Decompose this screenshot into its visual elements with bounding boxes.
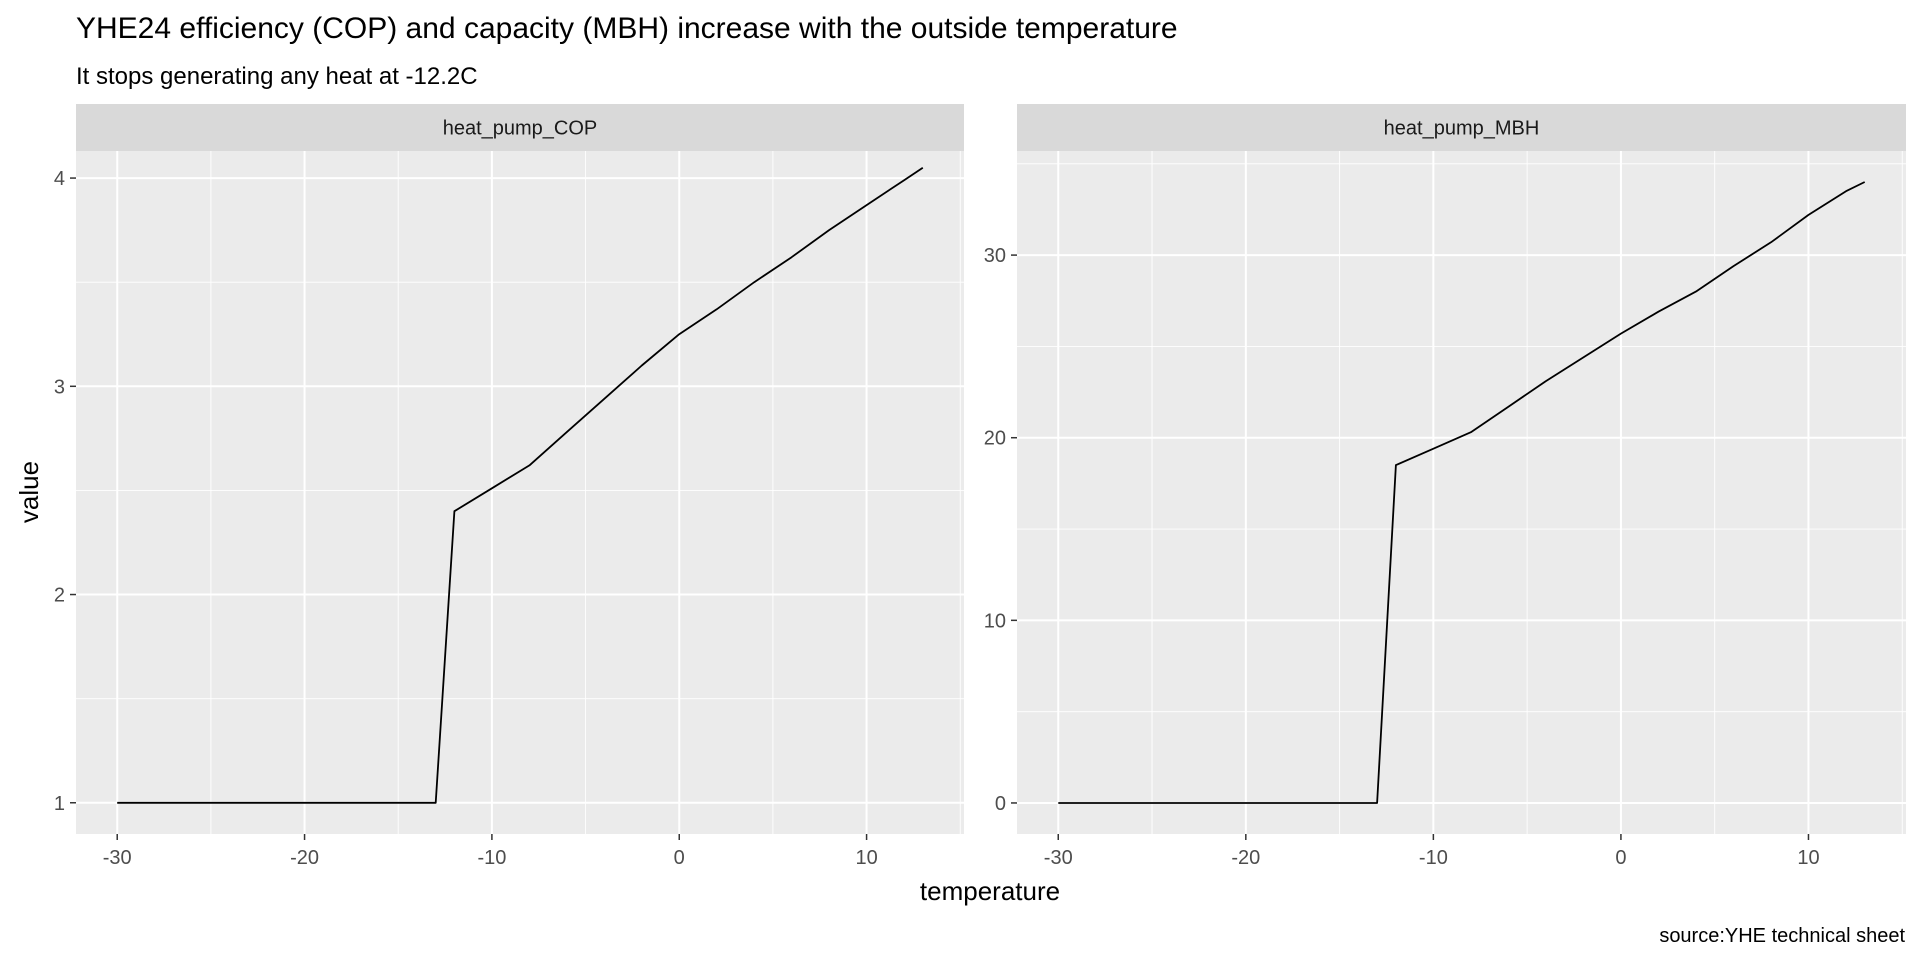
x-tick-label: 10 xyxy=(855,847,877,869)
facet-panels: heat_pump_COP -30 -20 -10 0 10 1 2 3 4 heat_pump_M… xyxy=(54,104,1906,869)
y-tick-label: 20 xyxy=(984,428,1006,450)
y-tick-label: 3 xyxy=(54,376,65,398)
series-line-heat_pump_MBH xyxy=(1058,181,1866,804)
x-tick-label: 0 xyxy=(674,847,685,869)
x-tick-label: -30 xyxy=(1044,847,1073,869)
y-axis-title: value xyxy=(14,461,44,523)
x-tick-label: -20 xyxy=(290,847,319,869)
facet-panel-1: heat_pump_MBH -30 -20 -10 0 10 0 10 20 30 xyxy=(984,104,1906,869)
x-tick-label: -10 xyxy=(1419,847,1448,869)
panel-background xyxy=(1017,151,1906,834)
y-tick-label: 0 xyxy=(995,793,1006,815)
facet-strip xyxy=(1017,104,1906,151)
facet-strip-label: heat_pump_COP xyxy=(443,118,598,140)
y-tick-label: 30 xyxy=(984,245,1006,267)
chart-title: YHE24 efficiency (COP) and capacity (MBH… xyxy=(76,12,1178,45)
chart-subtitle: It stops generating any heat at -12.2C xyxy=(76,63,478,90)
facet-panel-0: heat_pump_COP -30 -20 -10 0 10 1 2 3 4 xyxy=(54,104,964,869)
series-line-heat_pump_COP xyxy=(117,166,924,804)
facet-strip xyxy=(76,104,964,151)
x-tick-label: 0 xyxy=(1615,847,1626,869)
x-tick-label: -20 xyxy=(1231,847,1260,869)
x-tick-label: 10 xyxy=(1797,847,1819,869)
y-tick-label: 1 xyxy=(54,793,65,815)
y-tick-label: 10 xyxy=(984,610,1006,632)
y-tick-label: 2 xyxy=(54,585,65,607)
panel-background xyxy=(76,151,964,834)
facet-strip-label: heat_pump_MBH xyxy=(1384,118,1540,140)
y-tick-label: 4 xyxy=(54,168,65,190)
x-axis-title: temperature xyxy=(920,876,1060,906)
x-tick-label: -30 xyxy=(103,847,132,869)
chart-caption: source:YHE technical sheet xyxy=(1659,925,1905,947)
x-tick-label: -10 xyxy=(477,847,506,869)
